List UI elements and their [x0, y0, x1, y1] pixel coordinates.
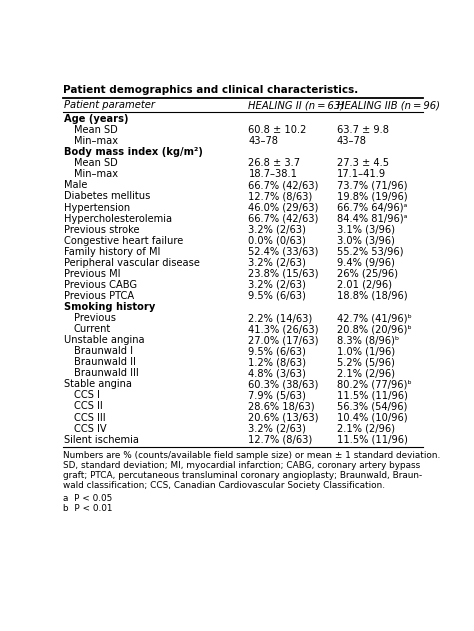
Text: Min–max: Min–max	[74, 169, 118, 179]
Text: 18.7–38.1: 18.7–38.1	[248, 169, 298, 179]
Text: 17.1–41.9: 17.1–41.9	[337, 169, 386, 179]
Text: CCS II: CCS II	[74, 401, 103, 411]
Text: Braunwald I: Braunwald I	[74, 346, 133, 357]
Text: 19.8% (19/96): 19.8% (19/96)	[337, 191, 407, 201]
Text: Stable angina: Stable angina	[64, 379, 132, 389]
Text: Previous PTCA: Previous PTCA	[64, 291, 134, 301]
Text: a  P < 0.05: a P < 0.05	[63, 494, 112, 503]
Text: 80.2% (77/96)ᵇ: 80.2% (77/96)ᵇ	[337, 379, 411, 389]
Text: CCS III: CCS III	[74, 413, 106, 423]
Text: Diabetes mellitus: Diabetes mellitus	[64, 191, 150, 201]
Text: HEALING II (n = 63): HEALING II (n = 63)	[248, 100, 345, 110]
Text: Patient parameter: Patient parameter	[64, 100, 155, 110]
Text: 27.3 ± 4.5: 27.3 ± 4.5	[337, 158, 389, 168]
Text: 10.4% (10/96): 10.4% (10/96)	[337, 413, 407, 423]
Text: 4.8% (3/63): 4.8% (3/63)	[248, 369, 306, 379]
Text: 7.9% (5/63): 7.9% (5/63)	[248, 391, 306, 401]
Text: Unstable angina: Unstable angina	[64, 335, 144, 345]
Text: 66.7% 64/96)ᵃ: 66.7% 64/96)ᵃ	[337, 203, 407, 213]
Text: graft; PTCA, percutaneous transluminal coronary angioplasty; Braunwald, Braun-: graft; PTCA, percutaneous transluminal c…	[63, 471, 422, 480]
Text: 0.0% (0/63): 0.0% (0/63)	[248, 236, 306, 245]
Text: 1.0% (1/96): 1.0% (1/96)	[337, 346, 395, 357]
Text: 2.1% (2/96): 2.1% (2/96)	[337, 423, 394, 433]
Text: 3.0% (3/96): 3.0% (3/96)	[337, 236, 394, 245]
Text: 8.3% (8/96)ᵇ: 8.3% (8/96)ᵇ	[337, 335, 399, 345]
Text: Hypercholesterolemia: Hypercholesterolemia	[64, 213, 172, 223]
Text: 46.0% (29/63): 46.0% (29/63)	[248, 203, 319, 213]
Text: 26% (25/96): 26% (25/96)	[337, 269, 398, 279]
Text: CCS IV: CCS IV	[74, 423, 107, 433]
Text: 11.5% (11/96): 11.5% (11/96)	[337, 391, 408, 401]
Text: 41.3% (26/63): 41.3% (26/63)	[248, 324, 319, 334]
Text: 9.4% (9/96): 9.4% (9/96)	[337, 258, 394, 268]
Text: CCS I: CCS I	[74, 391, 100, 401]
Text: 20.8% (20/96)ᵇ: 20.8% (20/96)ᵇ	[337, 324, 411, 334]
Text: 52.4% (33/63): 52.4% (33/63)	[248, 247, 319, 257]
Text: 3.2% (2/63): 3.2% (2/63)	[248, 225, 306, 235]
Text: SD, standard deviation; MI, myocardial infarction; CABG, coronary artery bypass: SD, standard deviation; MI, myocardial i…	[63, 461, 420, 469]
Text: 9.5% (6/63): 9.5% (6/63)	[248, 291, 306, 301]
Text: 2.2% (14/63): 2.2% (14/63)	[248, 313, 313, 323]
Text: 11.5% (11/96): 11.5% (11/96)	[337, 435, 408, 445]
Text: 27.0% (17/63): 27.0% (17/63)	[248, 335, 319, 345]
Text: 12.7% (8/63): 12.7% (8/63)	[248, 191, 313, 201]
Text: 2.1% (2/96): 2.1% (2/96)	[337, 369, 394, 379]
Text: Silent ischemia: Silent ischemia	[64, 435, 139, 445]
Text: Min–max: Min–max	[74, 136, 118, 146]
Text: Braunwald II: Braunwald II	[74, 357, 136, 367]
Text: 66.7% (42/63): 66.7% (42/63)	[248, 213, 319, 223]
Text: Patient demographics and clinical characteristics.: Patient demographics and clinical charac…	[63, 85, 358, 95]
Text: 20.6% (13/63): 20.6% (13/63)	[248, 413, 319, 423]
Text: Braunwald III: Braunwald III	[74, 369, 139, 379]
Text: 43–78: 43–78	[248, 136, 278, 146]
Text: 55.2% 53/96): 55.2% 53/96)	[337, 247, 403, 257]
Text: 3.2% (2/63): 3.2% (2/63)	[248, 280, 306, 290]
Text: 2.01 (2/96): 2.01 (2/96)	[337, 280, 392, 290]
Text: 60.8 ± 10.2: 60.8 ± 10.2	[248, 125, 307, 135]
Text: Previous: Previous	[74, 313, 116, 323]
Text: Male: Male	[64, 180, 87, 191]
Text: 5.2% (5/96): 5.2% (5/96)	[337, 357, 394, 367]
Text: 26.8 ± 3.7: 26.8 ± 3.7	[248, 158, 301, 168]
Text: 42.7% (41/96)ᵇ: 42.7% (41/96)ᵇ	[337, 313, 411, 323]
Text: Current: Current	[74, 324, 111, 334]
Text: 60.3% (38/63): 60.3% (38/63)	[248, 379, 319, 389]
Text: Congestive heart failure: Congestive heart failure	[64, 236, 183, 245]
Text: 3.1% (3/96): 3.1% (3/96)	[337, 225, 394, 235]
Text: Mean SD: Mean SD	[74, 158, 118, 168]
Text: 84.4% 81/96)ᵃ: 84.4% 81/96)ᵃ	[337, 213, 407, 223]
Text: 3.2% (2/63): 3.2% (2/63)	[248, 258, 306, 268]
Text: Peripheral vascular disease: Peripheral vascular disease	[64, 258, 200, 268]
Text: 63.7 ± 9.8: 63.7 ± 9.8	[337, 125, 389, 135]
Text: wald classification; CCS, Canadian Cardiovascular Society Classification.: wald classification; CCS, Canadian Cardi…	[63, 481, 385, 490]
Text: 1.2% (8/63): 1.2% (8/63)	[248, 357, 306, 367]
Text: 12.7% (8/63): 12.7% (8/63)	[248, 435, 313, 445]
Text: 23.8% (15/63): 23.8% (15/63)	[248, 269, 319, 279]
Text: Hypertension: Hypertension	[64, 203, 130, 213]
Text: Smoking history: Smoking history	[64, 302, 155, 312]
Text: Previous CABG: Previous CABG	[64, 280, 137, 290]
Text: b  P < 0.01: b P < 0.01	[63, 504, 112, 513]
Text: 43–78: 43–78	[337, 136, 366, 146]
Text: 73.7% (71/96): 73.7% (71/96)	[337, 180, 407, 191]
Text: Previous stroke: Previous stroke	[64, 225, 139, 235]
Text: HEALING IIB (n = 96): HEALING IIB (n = 96)	[337, 100, 439, 110]
Text: 9.5% (6/63): 9.5% (6/63)	[248, 346, 306, 357]
Text: Body mass index (kg/m²): Body mass index (kg/m²)	[64, 147, 202, 157]
Text: Age (years): Age (years)	[64, 114, 128, 124]
Text: Previous MI: Previous MI	[64, 269, 120, 279]
Text: 66.7% (42/63): 66.7% (42/63)	[248, 180, 319, 191]
Text: Mean SD: Mean SD	[74, 125, 118, 135]
Text: 56.3% (54/96): 56.3% (54/96)	[337, 401, 407, 411]
Text: 18.8% (18/96): 18.8% (18/96)	[337, 291, 407, 301]
Text: Family history of MI: Family history of MI	[64, 247, 160, 257]
Text: 3.2% (2/63): 3.2% (2/63)	[248, 423, 306, 433]
Text: 28.6% 18/63): 28.6% 18/63)	[248, 401, 315, 411]
Text: Numbers are % (counts/available field sample size) or mean ± 1 standard deviatio: Numbers are % (counts/available field sa…	[63, 451, 440, 459]
